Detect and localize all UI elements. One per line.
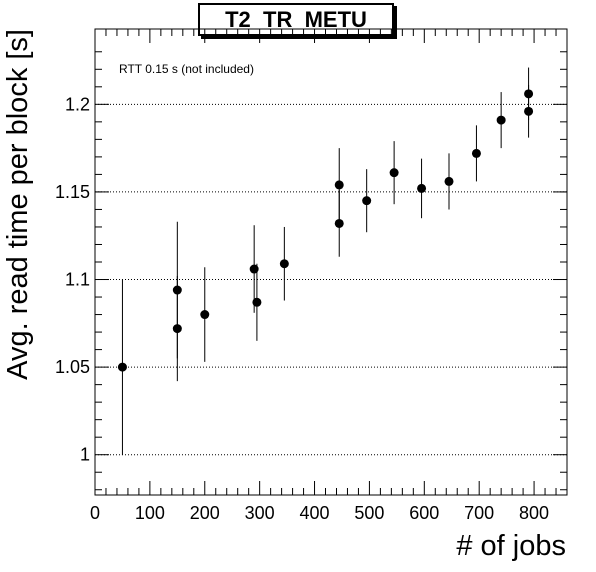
data-point — [252, 297, 262, 307]
chart-title-text: T2_TR_METU — [225, 6, 367, 32]
y-tick-label: 1.05 — [55, 357, 90, 377]
data-point — [279, 259, 289, 269]
plot-frame — [94, 28, 568, 496]
data-point — [471, 148, 481, 158]
x-tick-label: 200 — [190, 503, 220, 523]
data-point — [334, 218, 344, 228]
data-point — [417, 183, 427, 193]
data-point — [496, 115, 506, 125]
x-tick-label: 800 — [519, 503, 549, 523]
data-point — [389, 168, 399, 178]
data-points — [117, 67, 534, 455]
data-point — [117, 362, 127, 372]
y-tick-label: 1.2 — [65, 94, 90, 114]
x-tick-label: 300 — [245, 503, 275, 523]
data-point — [362, 196, 372, 206]
x-tick-label: 500 — [354, 503, 384, 523]
y-tick-label: 1 — [80, 445, 90, 465]
rtt-annotation: RTT 0.15 s (not included) — [119, 62, 254, 76]
data-point — [444, 176, 454, 186]
tick-labels: 1 1.05 1.1 1.15 1.2 0 100 200 300 400 500 600 700 800 — [55, 94, 549, 523]
grid-layer — [95, 103, 567, 456]
ticks-layer — [94, 29, 567, 495]
data-point — [524, 89, 534, 99]
x-tick-label: 100 — [135, 503, 165, 523]
y-axis-label: Avg. read time per block [s] — [2, 29, 34, 380]
chart-title: T2_TR_METU — [198, 3, 394, 36]
data-point — [334, 180, 344, 190]
y-tick-label: 1.1 — [65, 270, 90, 290]
x-tick-label: 700 — [464, 503, 494, 523]
x-tick-label: 0 — [90, 503, 100, 523]
data-point — [172, 285, 182, 295]
x-axis-label: # of jobs — [456, 530, 566, 562]
x-tick-label: 400 — [300, 503, 330, 523]
data-point — [200, 310, 210, 320]
x-tick-label: 600 — [409, 503, 439, 523]
y-tick-label: 1.15 — [55, 182, 90, 202]
